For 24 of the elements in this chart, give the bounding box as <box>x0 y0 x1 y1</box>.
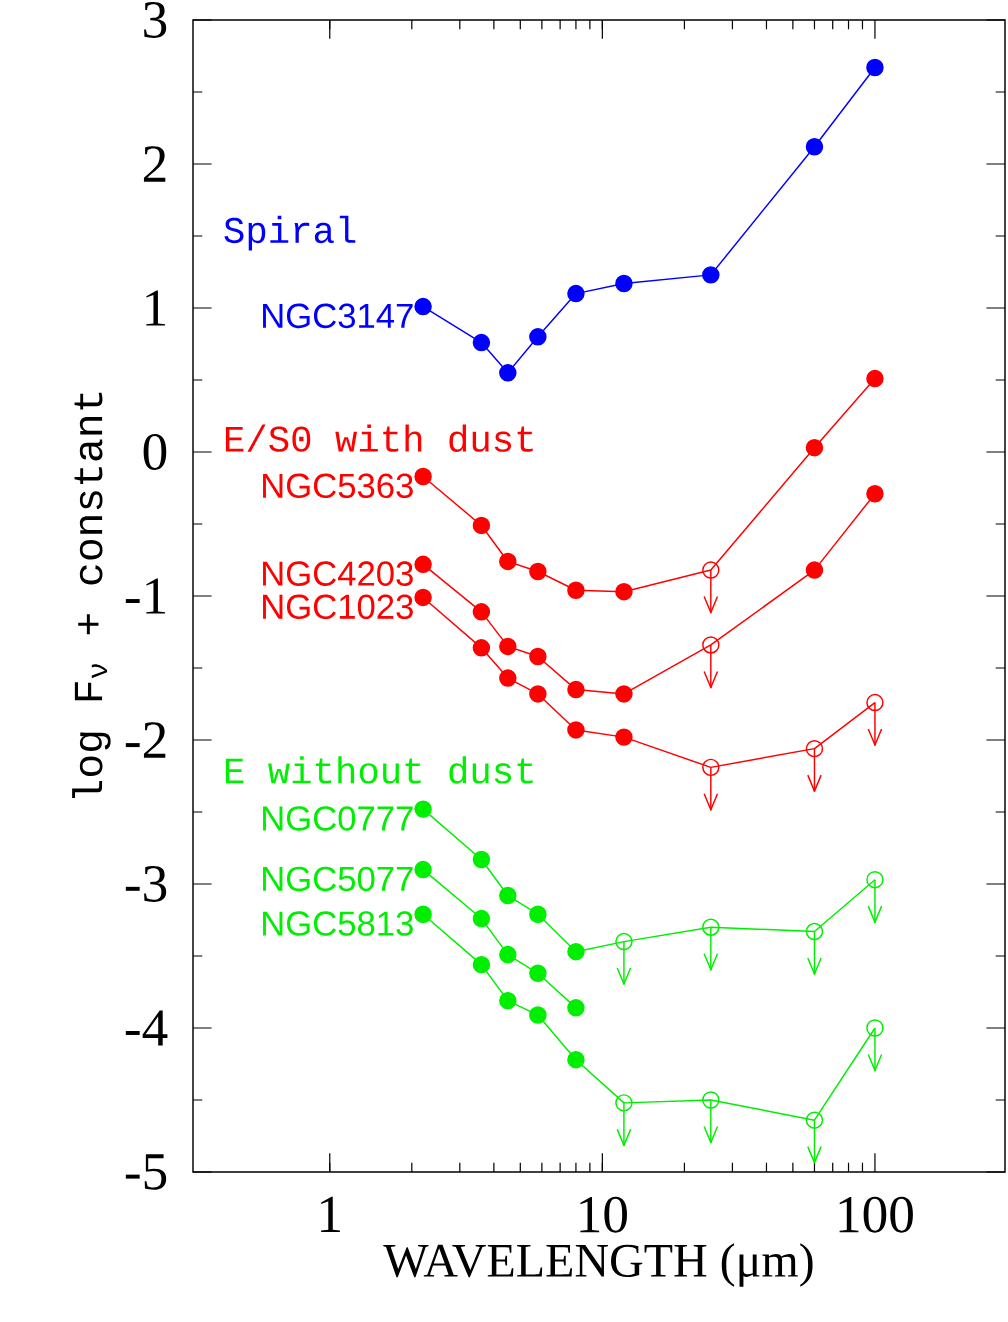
annotation: E/S0 with dust <box>225 424 533 452</box>
x-tick-label: 100 <box>839 1196 913 1233</box>
series-label: NGC4203 <box>263 561 413 586</box>
x-tick-label: 10 <box>580 1196 627 1233</box>
series-label: NGC1023 <box>263 594 413 620</box>
y-tick-label: -4 <box>125 1010 168 1046</box>
y-tick-label: 0 <box>143 434 167 470</box>
y-tick-label: 2 <box>143 146 166 182</box>
y-tick-label: -2 <box>125 722 166 758</box>
y-tick-label: 1 <box>146 290 166 326</box>
x-axis-title: WAVELENGTH (μm) <box>383 1243 813 1287</box>
y-tick-label: -5 <box>125 1154 167 1190</box>
annotation: E without dust <box>225 756 533 784</box>
series-label: NGC0777 <box>263 806 413 831</box>
y-axis-title: log F$_{ν}$ + constant <box>72 392 111 799</box>
y-tick-label: -1 <box>125 578 166 614</box>
annotation: Spiral <box>224 215 356 251</box>
series-label: NGC5077 <box>263 866 413 892</box>
y-tick-label: 3 <box>144 2 167 38</box>
series-label: NGC5813 <box>263 911 413 936</box>
x-tick-label: 1 <box>321 1196 340 1232</box>
y-tick-label: -3 <box>125 866 167 902</box>
series-label: NGC3147 <box>263 303 413 329</box>
series-label: NGC5363 <box>263 473 413 499</box>
